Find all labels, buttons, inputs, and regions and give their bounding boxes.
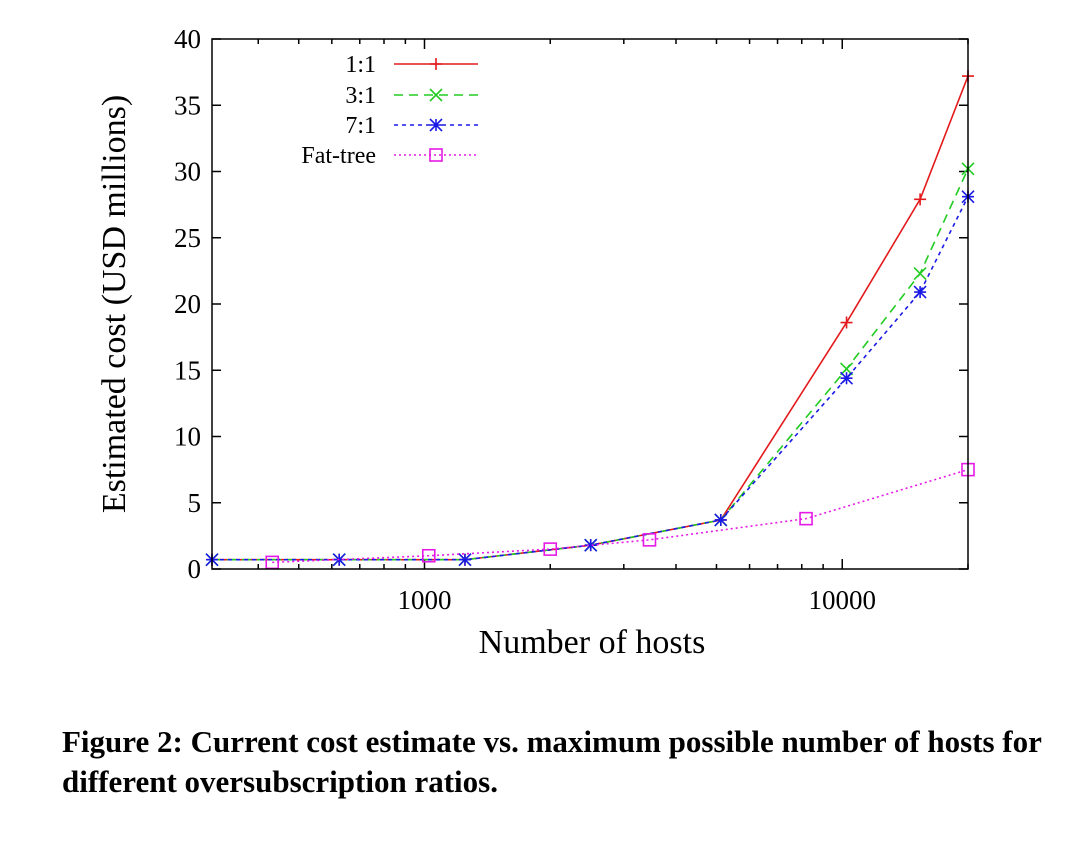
series-3 <box>205 190 975 567</box>
y-tick-label: 20 <box>174 289 201 319</box>
legend-label: 1:1 <box>345 52 376 78</box>
series-line <box>212 196 969 561</box>
y-tick-label: 5 <box>188 488 202 518</box>
data-point <box>913 266 927 281</box>
series-line <box>212 168 969 561</box>
legend-label: 3:1 <box>345 83 376 109</box>
legend-marker <box>429 88 443 102</box>
cost-vs-hosts-chart: 0 5 10 15 20 25 30 35 40 1000 10000 1:1 3:1 7:1 Fat-… <box>96 24 975 661</box>
series-4 <box>265 462 975 570</box>
x-axis-title: Number of hosts <box>479 624 706 661</box>
x-axis-ticks: 1000 10000 <box>257 39 969 615</box>
y-axis-ticks: 0 5 10 15 20 25 30 35 40 <box>174 24 968 584</box>
y-tick-label: 30 <box>174 157 201 187</box>
series-line <box>272 468 969 564</box>
legend-marker <box>429 148 443 162</box>
legend-marker <box>430 58 442 70</box>
y-tick-label: 0 <box>188 554 202 584</box>
legend: 1:1 3:1 7:1 Fat-tree <box>301 52 478 169</box>
figure-caption: Figure 2: Current cost estimate vs. maxi… <box>62 724 1042 799</box>
data-point <box>913 285 927 299</box>
legend-label: 7:1 <box>345 113 376 139</box>
legend-marker <box>429 118 443 132</box>
data-point <box>839 371 854 385</box>
plot-frame <box>211 38 969 570</box>
legend-label: Fat-tree <box>301 143 376 169</box>
data-point <box>584 538 598 552</box>
x-tick-label: 1000 <box>397 585 451 615</box>
data-point <box>458 553 472 567</box>
data-point <box>543 542 558 556</box>
data-point <box>642 533 657 547</box>
data-point <box>332 553 346 567</box>
data-point <box>840 316 853 329</box>
data-point <box>914 193 927 206</box>
y-tick-label: 35 <box>174 90 201 120</box>
data-point <box>839 362 854 376</box>
y-tick-label: 15 <box>174 355 201 385</box>
data-point <box>799 511 813 526</box>
data-point <box>714 513 728 527</box>
series-line <box>212 75 969 561</box>
y-tick-label: 25 <box>174 223 201 253</box>
y-axis-title: Estimated cost (USD millions) <box>96 95 133 513</box>
y-tick-label: 10 <box>174 422 201 452</box>
y-tick-label: 40 <box>174 24 201 54</box>
data-point <box>421 548 436 563</box>
x-tick-label: 10000 <box>808 585 876 615</box>
